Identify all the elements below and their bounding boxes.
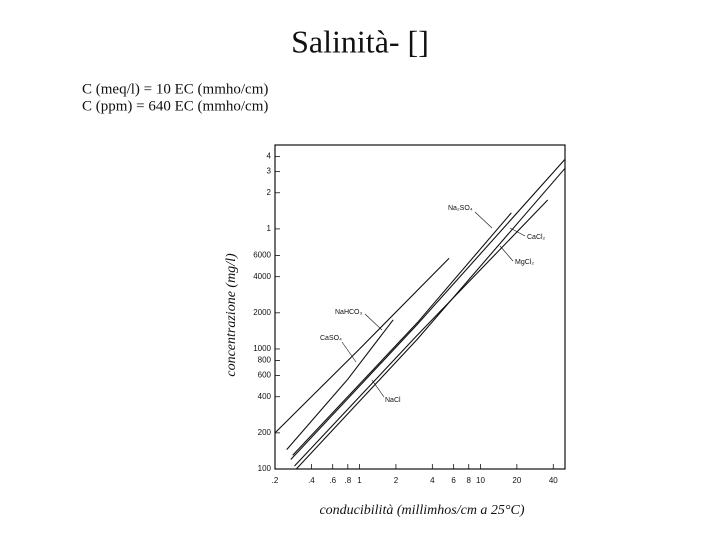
y-tick-label: 4: [267, 152, 272, 161]
series-label: CaCl₂: [527, 234, 546, 241]
slide-title: Salinità- []: [291, 23, 429, 59]
x-tick-label: 1: [357, 476, 362, 485]
leader: [499, 245, 514, 262]
x-tick-label: .4: [308, 476, 315, 485]
x-tick-label: 6: [451, 476, 456, 485]
series-label: NaCl: [385, 397, 401, 404]
series-line: [286, 319, 394, 450]
series-line: [295, 167, 566, 470]
x-axis-title: conducibilità (millimhos/cm a 25°C): [319, 503, 524, 518]
y-tick-label: 2000: [253, 308, 271, 317]
series-label: NaHCO₃: [335, 309, 363, 316]
y-tick-label: 1000: [253, 344, 271, 353]
leader: [341, 341, 357, 363]
y-tick-label: 1: [267, 224, 272, 233]
series-label: MgCl₂: [515, 259, 534, 266]
y-tick-label: 100: [258, 464, 272, 473]
series-label: Na₂SO₄: [448, 205, 473, 212]
x-tick-label: 20: [512, 476, 521, 485]
x-tick-label: .2: [272, 476, 279, 485]
leader: [364, 313, 383, 331]
y-tick-label: 400: [258, 392, 272, 401]
y-tick-label: 4000: [253, 272, 271, 281]
formula: C (meq/l) = 10 EC (mmho/cm): [82, 81, 268, 97]
leaders: [341, 211, 526, 398]
leader: [371, 379, 385, 398]
series-line: [274, 257, 450, 434]
y-tick-label: 2: [267, 188, 272, 197]
x-tick-label: 40: [549, 476, 558, 485]
x-tick-label: 4: [430, 476, 435, 485]
formula: C (ppm) = 640 EC (mmho/cm): [82, 98, 268, 114]
y-tick-label: 600: [258, 371, 272, 380]
y-tick-label: 6000: [253, 251, 271, 260]
x-tick-label: 2: [394, 476, 399, 485]
y-tick-label: 200: [258, 428, 272, 437]
x-tick-label: 8: [467, 476, 472, 485]
x-tick-label: 10: [476, 476, 485, 485]
plot-frame: [274, 144, 566, 470]
series-line: [290, 158, 566, 460]
series-line: [294, 199, 549, 467]
y-tick-label: 800: [258, 356, 272, 365]
series-label: CaSO₄: [320, 335, 342, 342]
y-axis-title: concentrazione (mg/l): [224, 253, 239, 377]
x-tick-label: .6: [329, 476, 336, 485]
leader: [474, 211, 493, 229]
series-line: [292, 212, 512, 456]
x-tick-label: .8: [344, 476, 351, 485]
y-tick-label: 3: [267, 167, 272, 176]
